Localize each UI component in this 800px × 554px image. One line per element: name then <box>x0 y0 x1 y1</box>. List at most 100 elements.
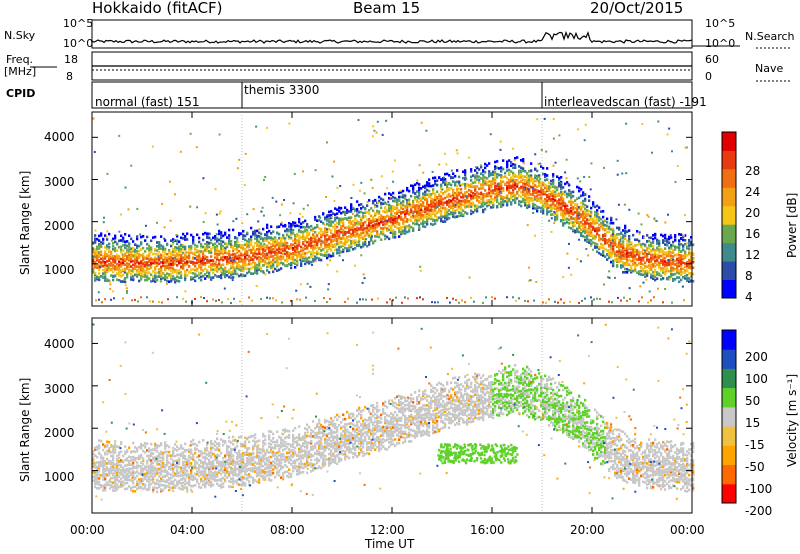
power-cell <box>300 264 303 267</box>
power-cell <box>646 258 649 261</box>
power-cell <box>502 175 505 179</box>
power-cell <box>527 279 530 282</box>
power-cell <box>312 254 315 257</box>
power-cell <box>196 255 199 258</box>
power-cell <box>528 180 531 184</box>
power-cell <box>642 242 645 246</box>
power-cell <box>281 301 283 304</box>
power-cell <box>658 244 661 248</box>
power-cell <box>200 268 203 271</box>
power-cell <box>168 255 171 259</box>
power-cell <box>435 206 437 209</box>
power-cell <box>194 243 197 247</box>
power-cell <box>612 247 615 251</box>
power-cell <box>568 200 571 203</box>
power-cell <box>126 274 129 277</box>
power-cell <box>611 233 614 236</box>
power-cell <box>444 206 447 210</box>
power-cell <box>476 204 479 208</box>
power-cell <box>255 125 258 128</box>
power-cell <box>400 216 403 219</box>
power-cell <box>168 257 171 261</box>
power-cell <box>520 169 523 173</box>
power-cell <box>276 264 279 268</box>
power-cell <box>442 197 445 201</box>
power-cell <box>236 248 239 251</box>
power-cell <box>646 249 649 252</box>
power-cell <box>154 260 157 264</box>
power-cell <box>144 275 147 278</box>
power-cell <box>388 237 391 241</box>
power-cell <box>328 253 331 257</box>
velocity-cell <box>100 456 103 460</box>
power-cell <box>354 222 357 225</box>
power-cell <box>456 205 459 208</box>
power-cell <box>352 241 355 245</box>
power-cell <box>680 258 683 262</box>
power-cell <box>176 258 179 261</box>
power-cell <box>252 261 255 264</box>
power-cell <box>500 187 503 190</box>
power-cell <box>116 242 119 245</box>
power-cell <box>640 223 643 226</box>
power-cell <box>530 199 533 202</box>
power-cell <box>596 232 599 236</box>
power-cell <box>248 259 251 262</box>
power-cell <box>534 234 536 237</box>
power-cell <box>192 268 195 271</box>
power-cell <box>374 239 377 243</box>
velocity-cell <box>108 471 111 475</box>
power-cell <box>560 212 563 215</box>
power-cell <box>596 229 599 232</box>
power-cell <box>110 268 113 271</box>
power-cell <box>548 185 551 188</box>
velocity-cell <box>94 448 97 451</box>
power-cell <box>580 228 583 231</box>
power-cell <box>494 171 497 174</box>
power-cell <box>298 234 301 238</box>
power-cell <box>458 206 461 210</box>
power-cell <box>424 215 427 219</box>
power-cell <box>120 274 123 278</box>
power-cell <box>258 249 261 252</box>
power-cell <box>310 246 313 249</box>
power-cell <box>618 226 621 230</box>
power-cell <box>620 266 623 269</box>
power-cell <box>614 258 617 261</box>
power-cell <box>536 192 539 195</box>
power-cell <box>172 260 175 264</box>
power-cell <box>371 235 373 238</box>
power-cell <box>200 264 203 268</box>
power-cell <box>564 190 567 193</box>
power-cell <box>204 263 207 267</box>
power-cell <box>200 278 203 282</box>
power-cell <box>210 268 213 272</box>
power-cell <box>410 184 413 187</box>
power-cell <box>358 237 361 241</box>
power-cell <box>360 216 363 220</box>
power-cell <box>440 206 443 209</box>
velocity-cell <box>98 451 101 455</box>
power-cell <box>368 212 371 215</box>
power-cell <box>156 275 159 279</box>
power-cell <box>654 265 657 268</box>
power-cell <box>162 250 165 254</box>
power-cell <box>426 200 429 203</box>
power-cell <box>362 228 365 231</box>
power-cell <box>638 272 641 276</box>
power-cell <box>266 252 269 256</box>
power-cell <box>442 203 445 207</box>
power-cell <box>386 209 389 212</box>
power-cell <box>594 215 597 219</box>
power-cell <box>640 260 643 263</box>
power-cell <box>548 210 551 213</box>
power-cell <box>284 223 287 227</box>
power-cell <box>125 287 128 290</box>
power-cell <box>268 249 271 253</box>
power-cell <box>220 274 223 277</box>
power-cell <box>456 215 459 218</box>
power-cell <box>198 249 201 253</box>
power-cell <box>333 160 336 163</box>
power-cell <box>550 230 553 233</box>
power-cell <box>98 260 101 264</box>
